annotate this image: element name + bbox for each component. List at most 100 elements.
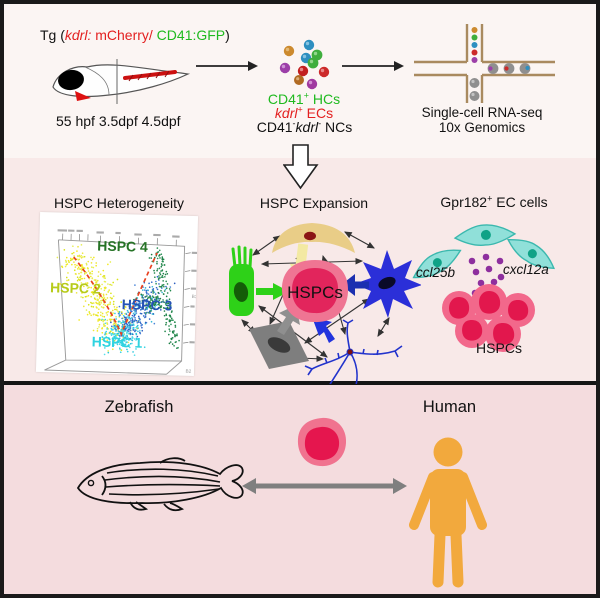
- seq-line1: Single-cell RNA-seq: [421, 105, 543, 120]
- human-pictogram: [409, 437, 487, 588]
- embryo-yolk-line: [84, 66, 110, 96]
- ec-gene: kdrl: [274, 105, 298, 121]
- cluster-label-hspc4: HSPC 4: [97, 237, 149, 255]
- human-head: [433, 437, 463, 467]
- down-arrow-connector: [283, 144, 319, 190]
- fish-dorsal-fin: [159, 457, 186, 464]
- neuron-signal-arrow: [312, 317, 335, 343]
- microfluidic-chip-icon: [414, 24, 555, 103]
- cluster-label-hspc3: HSPC 3: [121, 296, 173, 314]
- blue-star-cell: [354, 250, 421, 318]
- scatter-plot-canvas: B3 B2: [44, 229, 198, 375]
- nc-sup2: -: [318, 118, 322, 129]
- tg-mcherry: mCherry/: [91, 27, 153, 43]
- arrow-head: [394, 61, 404, 71]
- dissociated-cells-icon: [279, 39, 330, 90]
- label-double-negative-ncs: CD41-kdrl- NCs: [232, 118, 377, 135]
- hspc-central-cell: HSPCs: [281, 260, 349, 323]
- human-torso: [430, 469, 466, 536]
- plot-box: [44, 239, 186, 375]
- fish-pelvic-fin: [129, 501, 149, 511]
- gray-mesenchymal-cell: [249, 321, 309, 369]
- arrow-head: [248, 61, 258, 71]
- label-cd41-hcs: CD41+ HCs: [244, 90, 364, 107]
- hspc-cluster: [442, 284, 535, 352]
- ligand-label-ccl25b: ccl25b: [416, 265, 456, 280]
- hspcs-center-label: HSPCs: [287, 283, 343, 302]
- human-label: Human: [422, 398, 477, 416]
- human-arm-right: [458, 472, 487, 530]
- diffusion-map-plot: B3 B2 HSPC 4 HSPC 2 HSPC 3 HSPC 1: [35, 211, 199, 377]
- zebrafish-label: Zebrafish: [104, 398, 174, 416]
- chip-cell-beads: [471, 27, 478, 63]
- axis-label-right: B3: [192, 294, 198, 300]
- timepoints-label: 55 hpf 3.5dpf 4.5dpf: [56, 113, 181, 129]
- nc-cd41: CD41: [256, 119, 293, 135]
- tg-suffix: ): [225, 27, 230, 43]
- ec-title-sup: +: [487, 193, 493, 204]
- neuron-soma: [346, 348, 354, 356]
- hollow-arrow-shape: [283, 144, 319, 190]
- human-leg-left: [432, 529, 446, 588]
- nc-kdrl: kdrl: [295, 119, 319, 135]
- chip-channels: [414, 24, 555, 103]
- fish-eye: [87, 479, 95, 487]
- label-kdrl-ecs: kdrl+ ECs: [244, 104, 364, 121]
- hc-gene: CD41: [267, 91, 304, 107]
- tg-cd41gfp: CD41:GFP: [152, 27, 226, 43]
- panel-divider: [4, 381, 596, 385]
- human-leg-right: [450, 529, 464, 588]
- blue-signal-arrow: [341, 274, 369, 296]
- label-single-cell-rnaseq: Single-cell RNA-seq 10x Genomics: [402, 105, 562, 135]
- adult-zebrafish-drawing: [76, 457, 244, 512]
- cluster-label-hspc1: HSPC 1: [91, 333, 143, 351]
- scatter-points: [56, 243, 180, 357]
- chip-gel-beads: [469, 78, 480, 101]
- hspc-cell-bottom: [297, 417, 347, 467]
- crescent-cell-nucleus: [304, 231, 316, 241]
- hc-rest: HCs: [308, 91, 341, 107]
- ec-hspcs-label: HSPCs: [476, 340, 522, 356]
- tick-label-specks: [57, 229, 198, 344]
- embryo-head: [58, 69, 84, 91]
- cell-beads: [279, 39, 330, 90]
- plot-ticks: [62, 233, 191, 344]
- nc-sup1: -: [292, 118, 296, 129]
- ligand-label-cxcl12a: cxcl12a: [503, 262, 549, 277]
- human-arm-left: [409, 472, 438, 530]
- ec-rest: ECs: [302, 105, 334, 121]
- green-signal-arrow: [256, 283, 289, 300]
- arrow-fish-to-cells: [196, 61, 258, 71]
- trajectory-dashed-curve: [73, 252, 158, 337]
- green-stromal-cell: [229, 245, 254, 316]
- fish-anal-fin: [163, 502, 185, 512]
- cluster-label-hspc2: HSPC 2: [49, 279, 101, 297]
- gray-cell-nucleus: [267, 337, 291, 353]
- nc-rest: NCs: [321, 119, 353, 135]
- fish-stripes: [104, 468, 221, 496]
- hspc-inner: [304, 426, 340, 461]
- embryo-streak-hatch: [128, 70, 170, 82]
- ec-sup: +: [297, 104, 303, 115]
- axis-label-bottom: B2: [185, 369, 191, 375]
- chip-droplets: [487, 63, 531, 74]
- hc-sup: +: [303, 90, 309, 101]
- tg-kdrl: kdrl:: [64, 27, 92, 43]
- ec-section-title: Gpr182+ EC cells: [424, 193, 564, 210]
- arrow-head-right: [393, 478, 407, 494]
- expansion-title: HSPC Expansion: [259, 195, 369, 211]
- tg-prefix: Tg (: [40, 27, 65, 43]
- fish-gill: [101, 475, 107, 496]
- arrow-cells-to-chip: [342, 61, 404, 71]
- heterogeneity-title: HSPC Heterogeneity: [54, 195, 184, 211]
- seq-line2: 10x Genomics: [438, 120, 526, 135]
- embryo-red-patch: [75, 91, 91, 101]
- transgene-label: Tg (kdrl: mCherry/ CD41:GFP): [40, 28, 230, 43]
- zebrafish-embryo-drawing: [52, 59, 191, 104]
- arrow-head-left: [242, 478, 256, 494]
- ec-title-rest: EC cells: [492, 194, 548, 210]
- ec-title-gene: Gpr182: [440, 194, 488, 210]
- blue-star-nucleus: [378, 276, 396, 290]
- conservation-arrow: [242, 478, 407, 494]
